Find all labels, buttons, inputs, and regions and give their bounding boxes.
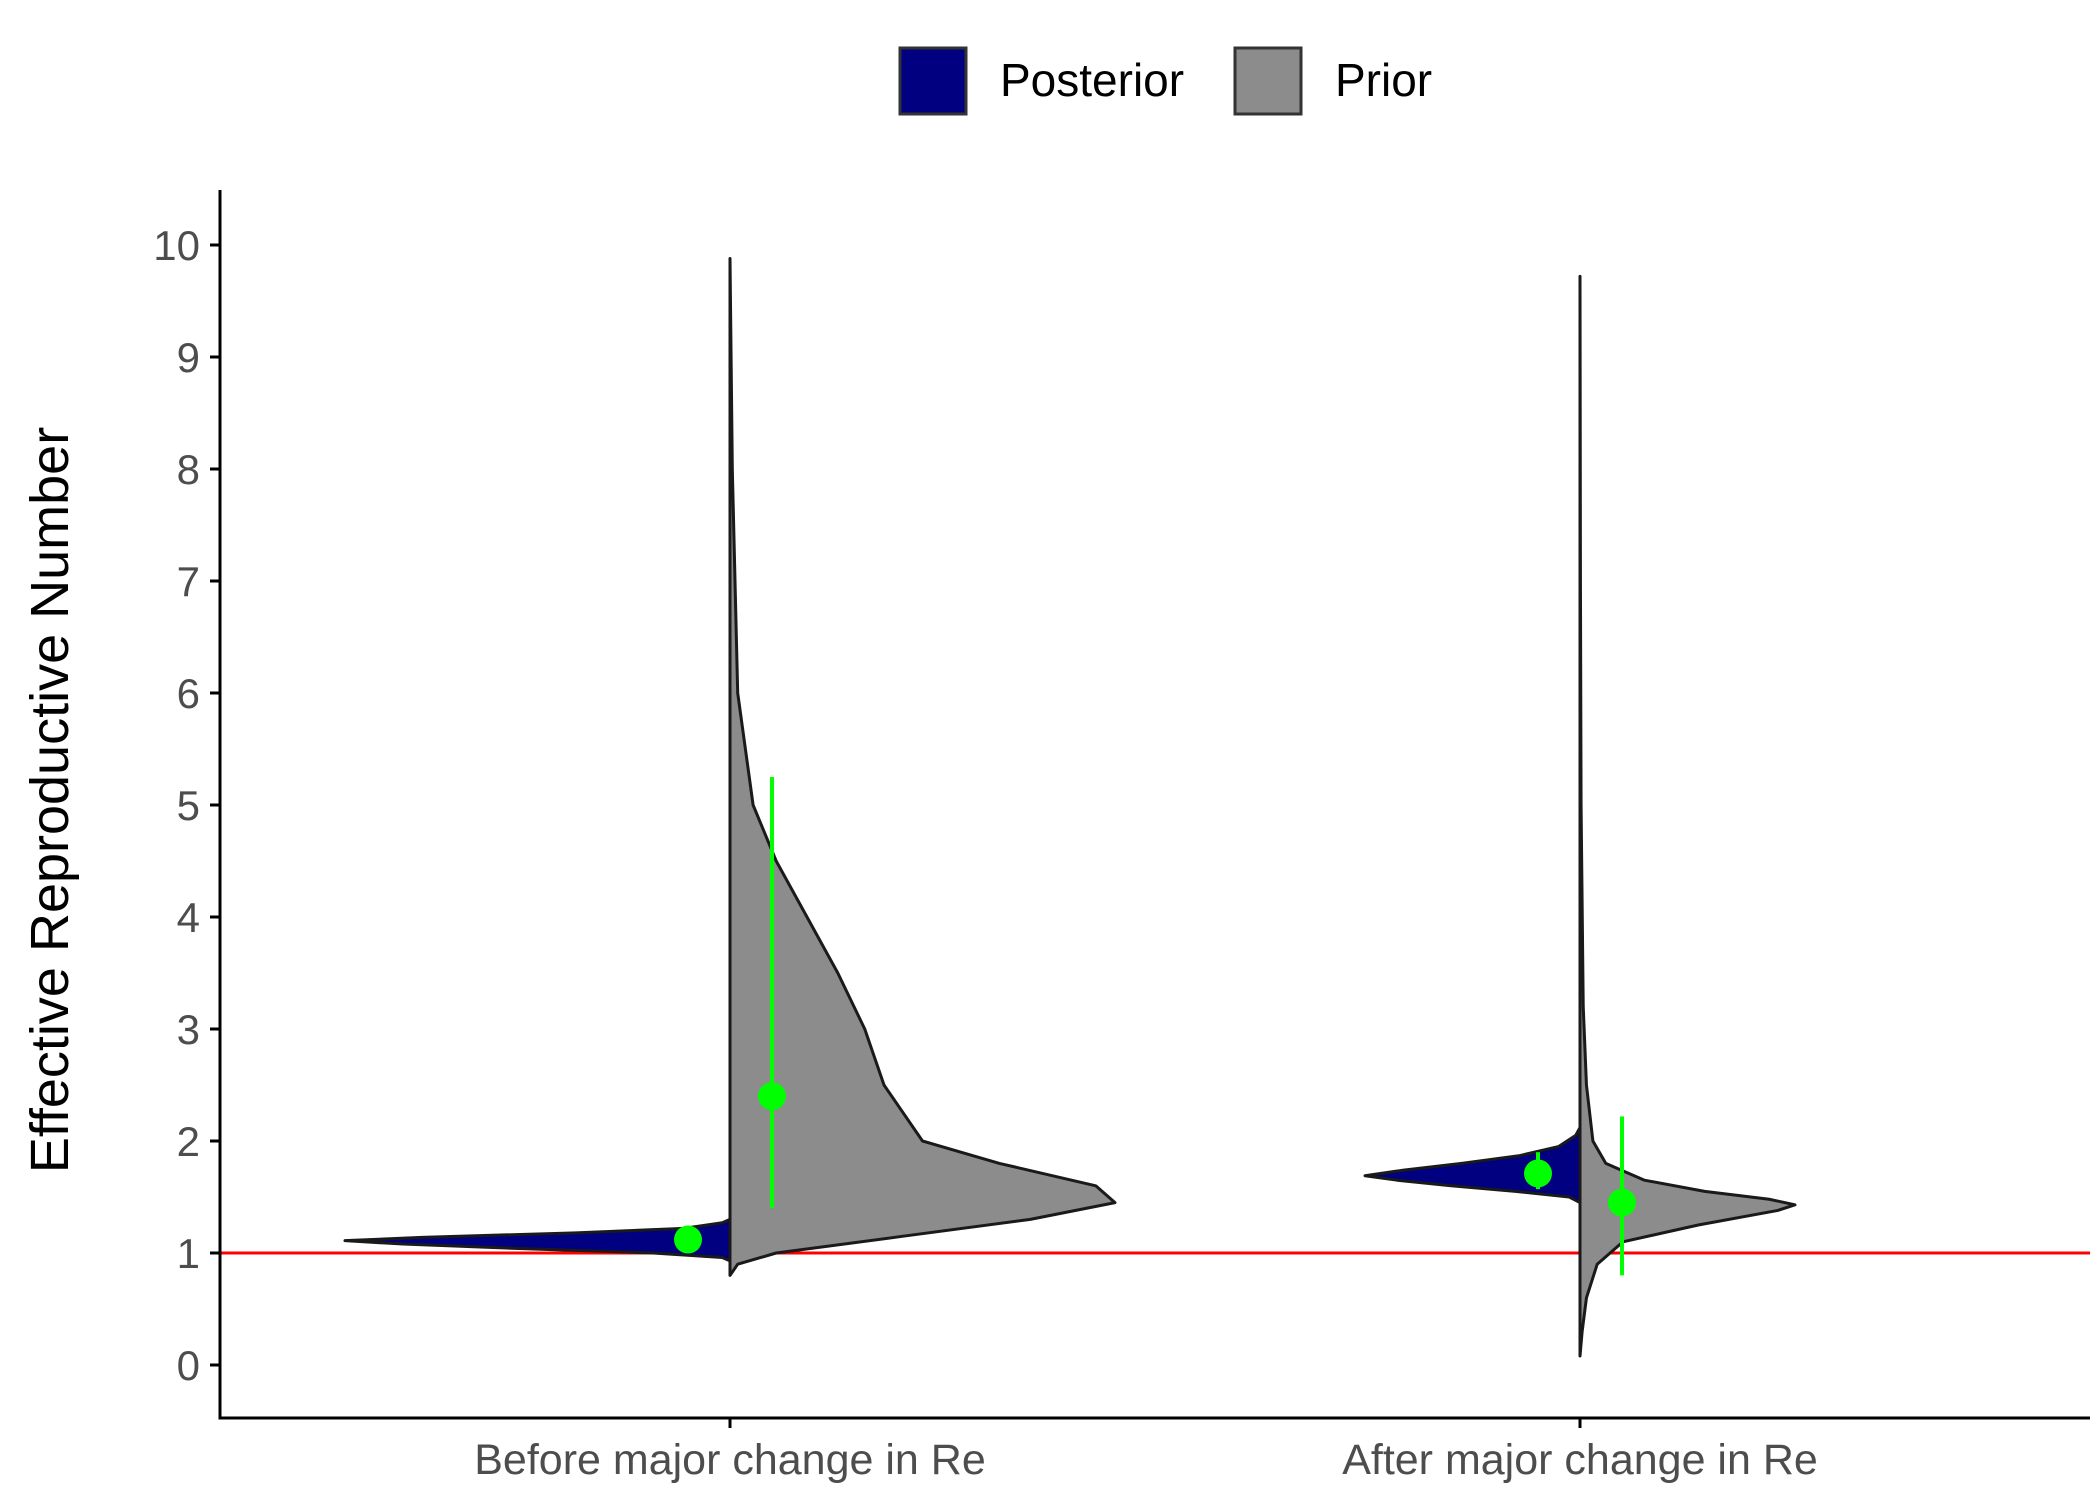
y-tick-label: 6 <box>177 670 200 717</box>
y-tick-label: 0 <box>177 1342 200 1389</box>
axes: 0 1 2 3 4 5 6 7 8 9 10 Before major change in Re Aft… <box>153 190 2090 1484</box>
y-tick-label: 10 <box>153 222 200 269</box>
x-tick-label: After major change in Re <box>1342 1436 1818 1484</box>
violin-prior-before <box>728 256 1117 1277</box>
median-point-posterior-after <box>1524 1159 1552 1188</box>
violin-posterior-before <box>343 1217 732 1263</box>
violin-prior-after <box>1578 274 1797 1358</box>
y-tick-label: 8 <box>177 446 200 493</box>
median-point-posterior-before <box>674 1225 702 1254</box>
legend-swatch-posterior <box>898 46 968 116</box>
y-tick-label: 7 <box>177 558 200 605</box>
y-tick-label: 5 <box>177 782 200 829</box>
median-point-prior-after <box>1608 1188 1636 1217</box>
legend: Posterior Prior <box>898 46 1432 116</box>
y-tick-label: 2 <box>177 1118 200 1165</box>
violin-layer <box>343 256 1797 1358</box>
legend-swatch-prior <box>1233 46 1303 116</box>
y-tick-label: 1 <box>177 1230 200 1277</box>
violin-posterior-after <box>1363 1126 1582 1205</box>
median-point-prior-before <box>758 1082 786 1111</box>
y-tick-label: 4 <box>177 894 200 941</box>
summary-points-layer <box>674 777 1636 1276</box>
y-axis-title: Effective Reproductive Number <box>20 427 80 1173</box>
legend-label-posterior: Posterior <box>1000 54 1184 106</box>
legend-label-prior: Prior <box>1335 54 1432 106</box>
y-tick-label: 3 <box>177 1006 200 1053</box>
x-tick-label: Before major change in Re <box>474 1436 986 1484</box>
y-tick-label: 9 <box>177 334 200 381</box>
